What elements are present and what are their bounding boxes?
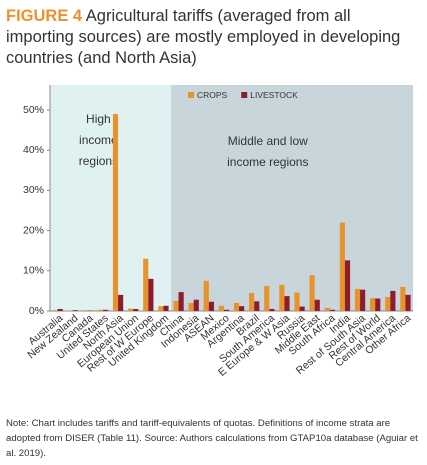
bar <box>112 114 119 312</box>
bar <box>239 306 245 311</box>
y-tick-label: 20% <box>23 224 44 236</box>
bar <box>344 260 351 311</box>
bar <box>102 309 109 311</box>
bar <box>339 222 345 311</box>
bar <box>193 299 199 311</box>
bar <box>314 299 320 311</box>
legend-swatch <box>241 92 248 98</box>
bar <box>143 258 149 311</box>
bar <box>309 275 315 311</box>
y-tick-label: 40% <box>23 144 44 156</box>
bar <box>299 306 305 311</box>
chart: High income regions Middle and low income re… <box>23 85 413 379</box>
bar <box>208 301 214 311</box>
region-label: regions <box>79 154 118 168</box>
bar <box>233 302 240 311</box>
bar <box>254 301 260 311</box>
bar <box>188 302 194 311</box>
bar <box>269 308 275 311</box>
y-tick-label: 50% <box>23 104 44 116</box>
legend-label: CROPS <box>197 90 228 100</box>
legend-swatch <box>188 92 194 98</box>
bar <box>148 278 154 311</box>
chart-title: Agricultural tariffs (averaged from all … <box>6 7 401 67</box>
bar <box>249 292 255 311</box>
bar <box>264 286 270 311</box>
bar <box>354 288 361 311</box>
bar <box>133 308 139 311</box>
legend-label: LIVESTOCK <box>250 90 298 100</box>
bar <box>370 298 376 311</box>
bar <box>72 310 78 311</box>
bar <box>324 307 330 311</box>
bar <box>405 294 411 311</box>
y-tick-label: 10% <box>23 265 44 277</box>
bar <box>294 292 300 311</box>
bar <box>329 309 335 311</box>
bar <box>360 289 366 311</box>
bar <box>128 308 134 311</box>
bar <box>173 300 179 311</box>
region-background <box>50 85 171 311</box>
bar <box>279 284 285 311</box>
bar <box>223 309 230 311</box>
title-block: FIGURE 4 Agricultural tariffs (averaged … <box>6 6 416 69</box>
y-tick-label: 30% <box>23 184 44 196</box>
bar <box>118 294 124 311</box>
bar <box>178 292 184 311</box>
bar <box>218 305 224 311</box>
region-label: Middle and low <box>228 134 308 148</box>
bar <box>163 305 169 311</box>
y-tick-label: 0% <box>29 305 44 317</box>
bar <box>385 296 391 311</box>
bar <box>97 309 103 311</box>
bar <box>57 308 63 311</box>
bar <box>52 310 58 311</box>
bar <box>284 296 290 311</box>
region-background <box>171 85 413 311</box>
region-label: High <box>86 112 111 126</box>
bar <box>158 306 164 311</box>
bar <box>400 286 406 311</box>
bar <box>203 280 209 311</box>
figure-label: FIGURE 4 <box>6 7 83 25</box>
region-label: income regions <box>227 155 308 169</box>
bar <box>82 310 88 311</box>
bar <box>390 290 396 311</box>
note: Note: Chart includes tariffs and tariff-… <box>6 418 418 459</box>
region-label: income <box>79 133 118 147</box>
bar <box>375 298 381 311</box>
